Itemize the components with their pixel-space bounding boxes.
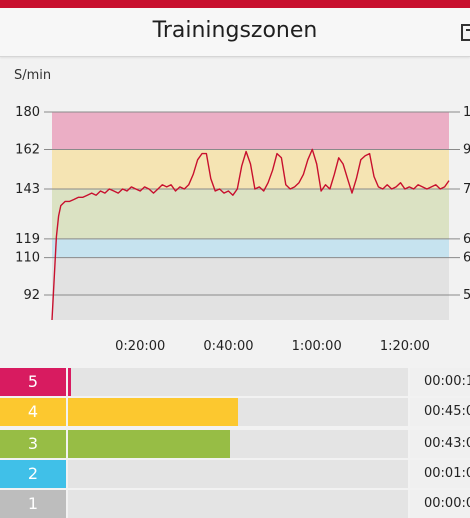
right-tick-label: 6	[463, 251, 470, 266]
export-icon[interactable]	[460, 22, 470, 42]
zone-band-5	[52, 257, 449, 320]
zone-duration: 00:45:00	[410, 398, 470, 426]
zone-duration: 00:00:10	[410, 368, 470, 396]
x-tick-label: 1:20:00	[380, 339, 430, 354]
zone-bar-track	[68, 490, 408, 518]
zone-row-2[interactable]: 2 00:01:00	[0, 460, 470, 488]
heart-rate-line	[51, 148, 450, 321]
page-title: Trainingszonen	[152, 18, 318, 43]
y-tick-label: 119	[15, 232, 40, 247]
y-tick-label: 162	[15, 142, 40, 157]
zone-bar-track	[68, 368, 408, 396]
x-tick-label: 0:20:00	[115, 339, 165, 354]
zone-band-3	[52, 188, 449, 239]
x-tick-label: 1:00:00	[292, 339, 342, 354]
zone-number: 3	[0, 430, 66, 458]
zone-bar-track	[68, 460, 408, 488]
y-tick-label: 180	[15, 105, 40, 120]
zone-bar-track	[68, 430, 408, 458]
zone-row-1[interactable]: 1 00:00:00	[0, 490, 470, 518]
y-tick-label: 110	[15, 251, 40, 266]
x-tick-label: 0:40:00	[203, 339, 253, 354]
zone-duration: 00:00:00	[410, 490, 470, 518]
zone-band-2	[52, 149, 449, 189]
zone-list: 5 00:00:10 4 00:45:00 3 00:43:00 2 00:01:00 1 00:…	[0, 368, 470, 518]
zone-band-1	[52, 112, 449, 150]
zone-duration: 00:43:00	[410, 430, 470, 458]
zone-bar-track	[68, 398, 408, 426]
right-tick-label: 7	[463, 182, 470, 197]
zone-row-5[interactable]: 5 00:00:10	[0, 368, 470, 396]
y-tick-label: 92	[23, 288, 40, 303]
right-tick-label: 6	[463, 232, 470, 247]
zone-number: 2	[0, 460, 66, 488]
y-tick-label: 143	[15, 182, 40, 197]
right-tick-label: 9	[463, 142, 470, 157]
zone-row-4[interactable]: 4 00:45:00	[0, 398, 470, 426]
window-top-border	[0, 0, 470, 8]
zone-bar-fill	[68, 368, 72, 396]
zone-bar-fill	[68, 430, 230, 458]
zone-number: 4	[0, 398, 66, 426]
zone-number: 1	[0, 490, 66, 518]
right-tick-label: 10	[463, 105, 470, 120]
heart-rate-chart: S/min 180 10 162 9 143 7 119 6 110 6 92 5 0:20:00 0:40…	[0, 58, 470, 363]
right-tick-label: 5	[463, 288, 470, 303]
y-axis-label: S/min	[14, 68, 51, 83]
zone-band-4	[52, 238, 449, 258]
zone-bar-fill	[68, 398, 238, 426]
zone-number: 5	[0, 368, 66, 396]
zone-row-3[interactable]: 3 00:43:00	[0, 430, 470, 458]
zone-duration: 00:01:00	[410, 460, 470, 488]
app-header: Trainingszonen	[0, 8, 470, 57]
chart-svg: S/min 180 10 162 9 143 7 119 6 110 6 92 5 0:20:00 0:40…	[14, 68, 470, 354]
